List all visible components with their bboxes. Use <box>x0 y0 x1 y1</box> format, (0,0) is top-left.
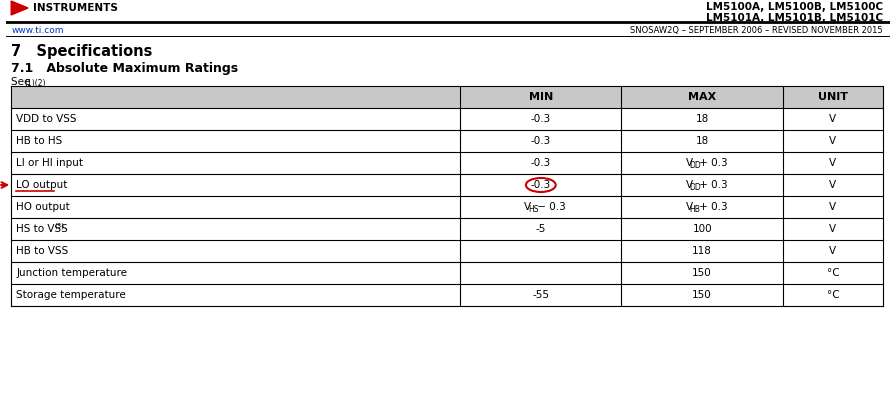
Text: V: V <box>685 158 692 168</box>
Text: Storage temperature: Storage temperature <box>16 290 125 300</box>
Text: DD: DD <box>690 161 701 170</box>
Text: 7   Specifications: 7 Specifications <box>12 44 152 59</box>
Text: V: V <box>829 180 837 190</box>
Polygon shape <box>12 1 28 15</box>
Text: °C: °C <box>827 268 839 278</box>
Text: V: V <box>685 202 692 212</box>
Text: MAX: MAX <box>688 92 716 102</box>
Text: -0.3: -0.3 <box>530 180 551 190</box>
Text: Junction temperature: Junction temperature <box>16 268 127 278</box>
Text: V: V <box>685 180 692 190</box>
Bar <box>12 152 883 174</box>
Text: (3): (3) <box>54 222 64 229</box>
Text: HB to VSS: HB to VSS <box>16 246 69 256</box>
Bar <box>12 108 883 130</box>
Text: INSTRUMENTS: INSTRUMENTS <box>33 3 117 13</box>
Text: V: V <box>829 202 837 212</box>
Text: + 0.3: + 0.3 <box>696 202 727 212</box>
Text: MIN: MIN <box>529 92 553 102</box>
Text: − 0.3: − 0.3 <box>534 202 566 212</box>
Text: V: V <box>829 224 837 234</box>
Bar <box>12 240 883 262</box>
Bar <box>12 284 883 306</box>
Text: -55: -55 <box>532 290 549 300</box>
Text: HB: HB <box>690 205 700 214</box>
Text: HO output: HO output <box>16 202 70 212</box>
Text: -0.3: -0.3 <box>530 158 551 168</box>
Text: °C: °C <box>827 290 839 300</box>
Text: HS: HS <box>528 205 538 214</box>
Text: V: V <box>829 158 837 168</box>
Text: -0.3: -0.3 <box>530 136 551 146</box>
Text: HS to VSS: HS to VSS <box>16 224 68 234</box>
Text: SNOSAW2Q – SEPTEMBER 2006 – REVISED NOVEMBER 2015: SNOSAW2Q – SEPTEMBER 2006 – REVISED NOVE… <box>630 26 883 35</box>
Bar <box>12 86 883 108</box>
Text: V: V <box>829 136 837 146</box>
Text: See: See <box>12 77 34 87</box>
Text: LM5100A, LM5100B, LM5100C: LM5100A, LM5100B, LM5100C <box>706 2 883 12</box>
Text: 150: 150 <box>692 268 712 278</box>
Text: + 0.3: + 0.3 <box>696 180 727 190</box>
Text: 100: 100 <box>692 224 712 234</box>
Text: V: V <box>829 246 837 256</box>
Bar <box>12 196 883 218</box>
Bar <box>12 174 883 196</box>
Text: V: V <box>829 114 837 124</box>
Text: VDD to VSS: VDD to VSS <box>16 114 77 124</box>
Text: www.ti.com: www.ti.com <box>12 26 64 35</box>
Text: DD: DD <box>690 183 701 192</box>
Bar <box>12 218 883 240</box>
Text: LM5101A, LM5101B, LM5101C: LM5101A, LM5101B, LM5101C <box>706 13 883 23</box>
Text: 150: 150 <box>692 290 712 300</box>
Text: UNIT: UNIT <box>818 92 848 102</box>
Bar <box>12 130 883 152</box>
Text: 18: 18 <box>695 114 708 124</box>
Text: 7.1   Absolute Maximum Ratings: 7.1 Absolute Maximum Ratings <box>12 62 239 75</box>
Text: -5: -5 <box>536 224 546 234</box>
Text: V: V <box>524 202 531 212</box>
Bar <box>12 262 883 284</box>
Text: 18: 18 <box>695 136 708 146</box>
Text: (1)(2): (1)(2) <box>24 79 45 88</box>
Text: LO output: LO output <box>16 180 68 190</box>
Text: 118: 118 <box>692 246 712 256</box>
Text: LI or HI input: LI or HI input <box>16 158 83 168</box>
Text: HB to HS: HB to HS <box>16 136 62 146</box>
Text: + 0.3: + 0.3 <box>696 158 727 168</box>
Text: -0.3: -0.3 <box>530 114 551 124</box>
